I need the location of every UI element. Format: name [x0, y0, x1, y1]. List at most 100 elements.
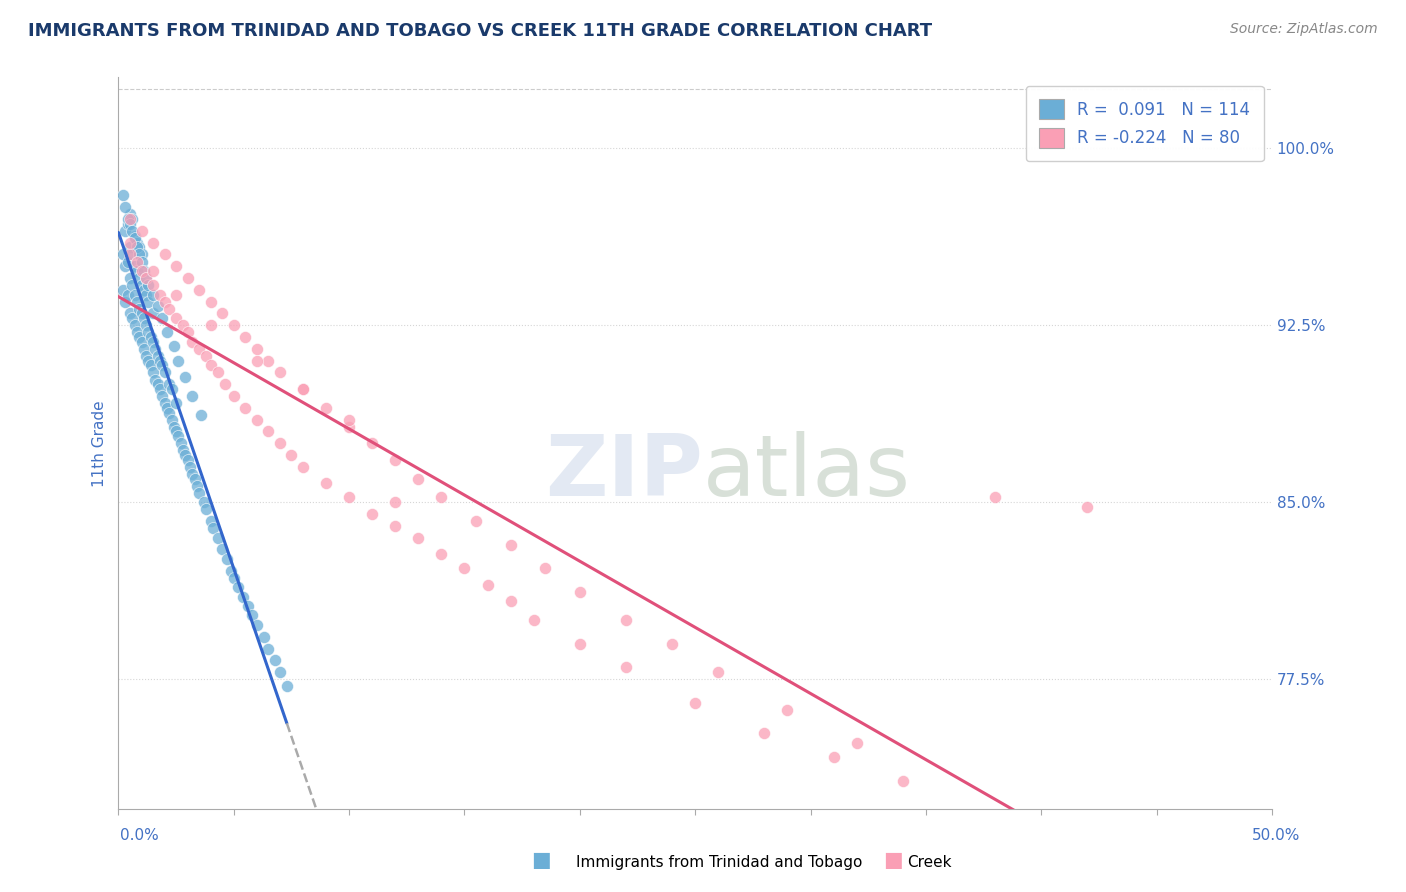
- Point: [465, 514, 488, 528]
- Point: [121, 311, 143, 326]
- Point: [215, 552, 238, 566]
- Point: [408, 531, 430, 545]
- Point: [186, 479, 208, 493]
- Point: [114, 294, 136, 309]
- Point: [139, 359, 162, 373]
- Point: [125, 294, 148, 309]
- Point: [984, 491, 1007, 505]
- Point: [117, 217, 139, 231]
- Point: [124, 228, 146, 243]
- Point: [661, 637, 683, 651]
- Point: [276, 679, 298, 693]
- Point: [176, 271, 198, 285]
- Point: [384, 518, 406, 533]
- Point: [1076, 500, 1098, 514]
- Point: [114, 259, 136, 273]
- Point: [453, 561, 475, 575]
- Point: [112, 283, 135, 297]
- Point: [121, 247, 143, 261]
- Point: [153, 247, 176, 261]
- Point: [118, 306, 141, 320]
- Point: [160, 412, 183, 426]
- Point: [337, 412, 360, 426]
- Point: [131, 254, 153, 268]
- Point: [118, 217, 141, 231]
- Point: [236, 599, 259, 613]
- Point: [534, 561, 557, 575]
- Point: [128, 271, 150, 285]
- Point: [170, 436, 193, 450]
- Point: [499, 594, 522, 608]
- Point: [131, 306, 153, 320]
- Point: [121, 212, 143, 227]
- Point: [125, 264, 148, 278]
- Point: [221, 564, 243, 578]
- Text: Immigrants from Trinidad and Tobago: Immigrants from Trinidad and Tobago: [576, 855, 863, 870]
- Point: [165, 425, 187, 439]
- Point: [269, 665, 291, 680]
- Point: [614, 613, 637, 627]
- Point: [131, 278, 153, 293]
- Point: [195, 502, 218, 516]
- Point: [139, 330, 162, 344]
- Point: [150, 359, 173, 373]
- Point: [337, 419, 360, 434]
- Point: [132, 342, 155, 356]
- Point: [118, 240, 141, 254]
- Point: [118, 235, 141, 250]
- Point: [269, 436, 291, 450]
- Point: [430, 547, 453, 561]
- Point: [121, 224, 143, 238]
- Point: [135, 287, 157, 301]
- Point: [257, 425, 280, 439]
- Point: [408, 472, 430, 486]
- Point: [142, 366, 165, 380]
- Point: [200, 294, 222, 309]
- Point: [292, 382, 315, 396]
- Point: [211, 542, 233, 557]
- Point: [246, 342, 269, 356]
- Point: [174, 448, 197, 462]
- Point: [143, 372, 166, 386]
- Point: [124, 287, 146, 301]
- Point: [142, 264, 165, 278]
- Point: [754, 726, 776, 740]
- Point: [568, 585, 591, 599]
- Point: [132, 311, 155, 326]
- Point: [112, 188, 135, 202]
- Point: [257, 641, 280, 656]
- Point: [143, 342, 166, 356]
- Point: [207, 366, 229, 380]
- Text: ■: ■: [883, 850, 903, 870]
- Point: [131, 334, 153, 349]
- Text: IMMIGRANTS FROM TRINIDAD AND TOBAGO VS CREEK 11TH GRADE CORRELATION CHART: IMMIGRANTS FROM TRINIDAD AND TOBAGO VS C…: [28, 22, 932, 40]
- Point: [188, 485, 211, 500]
- Point: [135, 271, 157, 285]
- Point: [707, 665, 730, 680]
- Point: [128, 330, 150, 344]
- Point: [138, 326, 160, 340]
- Legend: R =  0.091   N = 114, R = -0.224   N = 80: R = 0.091 N = 114, R = -0.224 N = 80: [1025, 86, 1264, 161]
- Point: [264, 653, 287, 667]
- Point: [477, 578, 499, 592]
- Point: [200, 514, 222, 528]
- Point: [125, 326, 148, 340]
- Point: [228, 580, 250, 594]
- Point: [167, 429, 190, 443]
- Point: [181, 389, 204, 403]
- Point: [176, 452, 198, 467]
- Point: [233, 401, 256, 415]
- Point: [195, 349, 218, 363]
- Point: [200, 318, 222, 333]
- Point: [153, 294, 176, 309]
- Text: 0.0%: 0.0%: [120, 829, 159, 843]
- Point: [207, 531, 229, 545]
- Point: [146, 349, 169, 363]
- Point: [157, 377, 180, 392]
- Point: [117, 254, 139, 268]
- Point: [125, 235, 148, 250]
- Point: [240, 608, 263, 623]
- Point: [128, 240, 150, 254]
- Point: [202, 521, 225, 535]
- Point: [193, 495, 215, 509]
